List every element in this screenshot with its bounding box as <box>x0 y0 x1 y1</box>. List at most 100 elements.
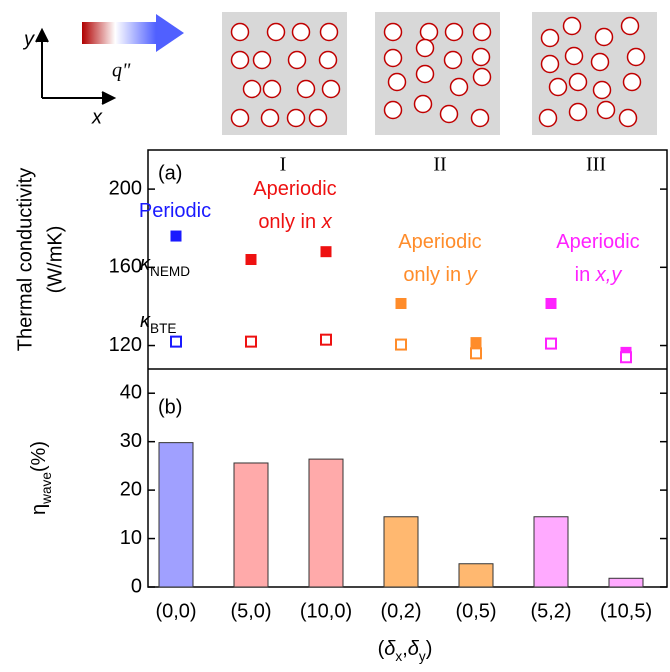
point <box>621 352 631 362</box>
text-part: only in <box>403 264 466 286</box>
point <box>546 298 556 308</box>
pore <box>622 18 639 35</box>
x-tick-label: (10,5) <box>600 600 652 622</box>
text-part: Periodic <box>139 200 211 222</box>
pore <box>232 52 249 69</box>
text-part: wave <box>39 472 54 505</box>
y-tick-label: 0 <box>131 575 142 597</box>
pore <box>473 49 490 66</box>
text-part: in <box>575 264 596 286</box>
text-part: η <box>28 504 50 515</box>
pore <box>628 49 645 66</box>
x-tick-label: (0,5) <box>455 600 496 622</box>
bar <box>309 459 343 587</box>
panel-label: (b) <box>158 396 182 418</box>
pore <box>417 40 434 57</box>
pore <box>417 66 434 83</box>
pore <box>254 52 271 69</box>
y-tick-label: 10 <box>120 527 142 549</box>
group-label: only in y <box>403 264 477 286</box>
bar <box>234 463 268 587</box>
pore <box>620 110 637 127</box>
bar <box>459 564 493 587</box>
pore <box>421 24 438 41</box>
pore <box>540 110 557 127</box>
pore <box>385 102 402 119</box>
pore <box>474 24 491 41</box>
flux-arrow-head <box>156 14 184 52</box>
pore <box>323 81 340 98</box>
point <box>396 298 406 308</box>
pore <box>244 81 261 98</box>
point <box>246 337 256 347</box>
panel-label: (a) <box>158 162 182 184</box>
flux-arrow <box>82 22 156 44</box>
pore <box>320 52 337 69</box>
pore <box>570 104 587 121</box>
group-label: Periodic <box>139 200 211 222</box>
pore <box>445 52 462 69</box>
y-axis-label: Thermal conductivity <box>14 168 36 351</box>
pore <box>289 52 306 69</box>
y-axis-label: (W/mK) <box>44 226 66 294</box>
point <box>171 231 181 241</box>
text-part: NEMD <box>150 264 190 279</box>
y-tick-label: 120 <box>109 334 142 356</box>
pore <box>564 18 581 35</box>
text-part: Aperiodic <box>556 231 639 253</box>
group-label: Aperiodic <box>556 231 639 253</box>
pore <box>298 81 315 98</box>
point <box>471 348 481 358</box>
y-tick-label: 160 <box>109 256 142 278</box>
pore <box>385 24 402 41</box>
region-label: I <box>280 154 287 176</box>
y-tick-label: 200 <box>109 177 142 199</box>
point <box>471 338 481 348</box>
bar <box>384 517 418 587</box>
pore <box>441 106 458 123</box>
pore <box>592 54 609 71</box>
pore <box>570 74 587 91</box>
pore <box>264 81 281 98</box>
group-label: Aperiodic <box>398 231 481 253</box>
y-axis-symbol: y <box>22 28 35 50</box>
pore <box>566 48 583 65</box>
bar <box>159 443 193 587</box>
group-label: only in x <box>258 211 332 233</box>
pore <box>321 24 338 41</box>
pore <box>542 56 559 73</box>
pore <box>624 74 641 91</box>
x-tick-label: (5,0) <box>230 600 271 622</box>
series-label: κBTE <box>140 310 176 335</box>
flux-label: q" <box>112 60 131 82</box>
x-tick-label: (0,2) <box>380 600 421 622</box>
series-label: κNEMD <box>140 253 190 278</box>
figure: y x q" 120160200(a)IIIIIIPeriodicAperiod… <box>0 0 670 672</box>
text-part: x,y <box>595 264 623 286</box>
point <box>321 247 331 257</box>
x-axis-label: (δx,δy) <box>378 638 433 663</box>
point <box>321 335 331 345</box>
text-part: y <box>465 264 478 286</box>
pore <box>474 69 491 86</box>
pore <box>451 79 468 96</box>
text-part: BTE <box>150 321 176 336</box>
pore <box>232 24 249 41</box>
point <box>246 255 256 265</box>
region-label: III <box>586 154 606 176</box>
pore <box>293 24 310 41</box>
y-tick-label: 30 <box>120 430 142 452</box>
text-part: Aperiodic <box>398 231 481 253</box>
x-tick-label: (0,0) <box>155 600 196 622</box>
group-label: in x,y <box>575 264 623 286</box>
lattices <box>222 12 657 135</box>
x-tick-label: (10,0) <box>300 600 352 622</box>
bar <box>609 578 643 587</box>
text-part: x <box>321 211 333 233</box>
pore <box>415 96 432 113</box>
pore <box>288 110 305 127</box>
pore <box>542 30 559 47</box>
point <box>546 339 556 349</box>
point <box>171 337 181 347</box>
pore <box>446 24 463 41</box>
